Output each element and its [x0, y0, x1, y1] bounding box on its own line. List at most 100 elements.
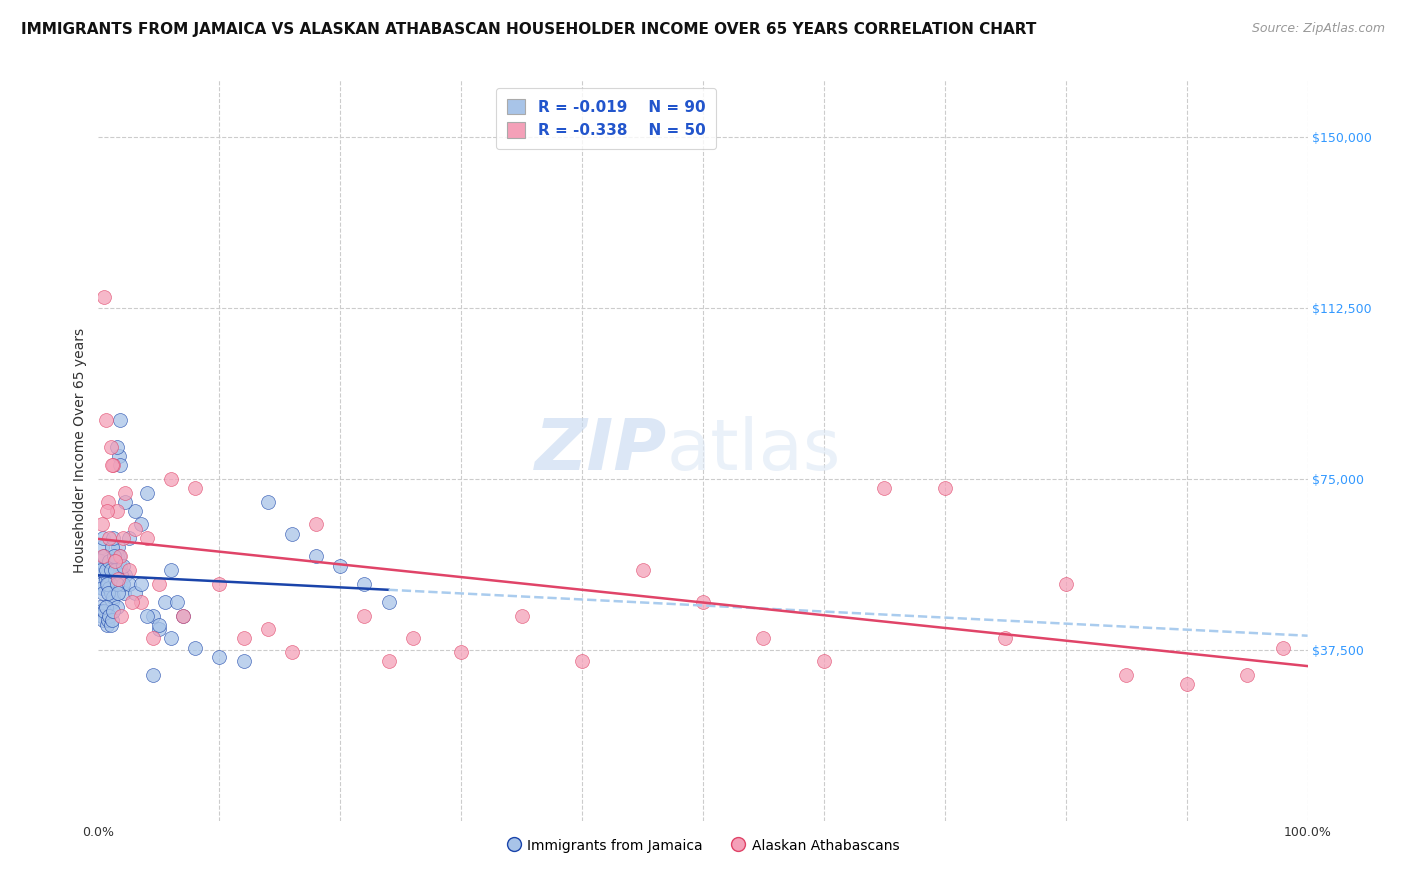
Point	[91, 582, 114, 596]
Point	[1175, 677, 1198, 691]
Point	[91, 541, 114, 555]
Point	[305, 517, 328, 532]
Point	[111, 531, 134, 545]
Point	[93, 604, 115, 618]
Point	[105, 504, 128, 518]
Point	[108, 558, 131, 573]
Point	[166, 595, 188, 609]
Point	[111, 576, 134, 591]
Point	[129, 595, 152, 609]
Point	[101, 604, 124, 618]
Point	[94, 563, 117, 577]
Point	[101, 591, 124, 605]
Point	[111, 558, 134, 573]
Point	[97, 494, 120, 508]
Point	[124, 504, 146, 518]
Point	[97, 586, 120, 600]
Point	[184, 481, 207, 495]
Point	[96, 567, 118, 582]
Point	[105, 599, 128, 614]
Point	[100, 613, 122, 627]
Point	[108, 458, 131, 473]
Point	[112, 586, 135, 600]
Point	[100, 541, 122, 555]
Y-axis label: Householder Income Over 65 years: Householder Income Over 65 years	[73, 328, 87, 573]
Point	[108, 549, 131, 564]
Point	[110, 567, 132, 582]
Point	[90, 563, 112, 577]
Point	[142, 668, 165, 682]
Point	[124, 586, 146, 600]
Point	[91, 531, 114, 545]
Point	[104, 554, 127, 568]
Point	[100, 440, 122, 454]
Point	[89, 563, 111, 577]
Point	[994, 632, 1017, 646]
Point	[96, 504, 118, 518]
Point	[91, 517, 114, 532]
Point	[160, 632, 183, 646]
Point	[108, 563, 131, 577]
Point	[813, 654, 835, 668]
Point	[692, 595, 714, 609]
Point	[94, 572, 117, 586]
Point	[142, 632, 165, 646]
Point	[105, 549, 128, 564]
Point	[107, 572, 129, 586]
Point	[148, 622, 170, 636]
Point	[108, 413, 131, 427]
Point	[100, 617, 122, 632]
Point	[97, 576, 120, 591]
Point	[97, 613, 120, 627]
Point	[148, 576, 170, 591]
Point	[96, 576, 118, 591]
Point	[100, 458, 122, 473]
Point	[121, 595, 143, 609]
Point	[107, 572, 129, 586]
Point	[90, 604, 112, 618]
Point	[100, 595, 122, 609]
Point	[256, 622, 278, 636]
Text: atlas: atlas	[666, 416, 841, 485]
Point	[101, 531, 124, 545]
Point	[104, 554, 127, 568]
Point	[934, 481, 956, 495]
Point	[148, 617, 170, 632]
Point	[89, 554, 111, 568]
Point	[104, 572, 127, 586]
Point	[281, 526, 304, 541]
Text: IMMIGRANTS FROM JAMAICA VS ALASKAN ATHABASCAN HOUSEHOLDER INCOME OVER 65 YEARS C: IMMIGRANTS FROM JAMAICA VS ALASKAN ATHAB…	[21, 22, 1036, 37]
Point	[100, 586, 122, 600]
Point	[118, 576, 141, 591]
Legend: Immigrants from Jamaica, Alaskan Athabascans: Immigrants from Jamaica, Alaskan Athabas…	[501, 833, 905, 858]
Point	[107, 586, 129, 600]
Point	[232, 632, 254, 646]
Point	[111, 576, 134, 591]
Point	[329, 558, 352, 573]
Point	[93, 558, 115, 573]
Point	[281, 645, 304, 659]
Point	[91, 549, 114, 564]
Point	[571, 654, 593, 668]
Point	[377, 654, 399, 668]
Point	[873, 481, 896, 495]
Text: ZIP: ZIP	[534, 416, 666, 485]
Point	[94, 599, 117, 614]
Point	[98, 582, 121, 596]
Point	[108, 449, 131, 463]
Point	[129, 517, 152, 532]
Point	[91, 608, 114, 623]
Point	[208, 576, 231, 591]
Point	[114, 567, 136, 582]
Point	[129, 576, 152, 591]
Point	[184, 640, 207, 655]
Point	[402, 632, 425, 646]
Point	[98, 531, 121, 545]
Point	[118, 531, 141, 545]
Point	[631, 563, 654, 577]
Point	[1236, 668, 1258, 682]
Point	[101, 458, 124, 473]
Point	[93, 290, 115, 304]
Point	[108, 576, 131, 591]
Point	[135, 485, 157, 500]
